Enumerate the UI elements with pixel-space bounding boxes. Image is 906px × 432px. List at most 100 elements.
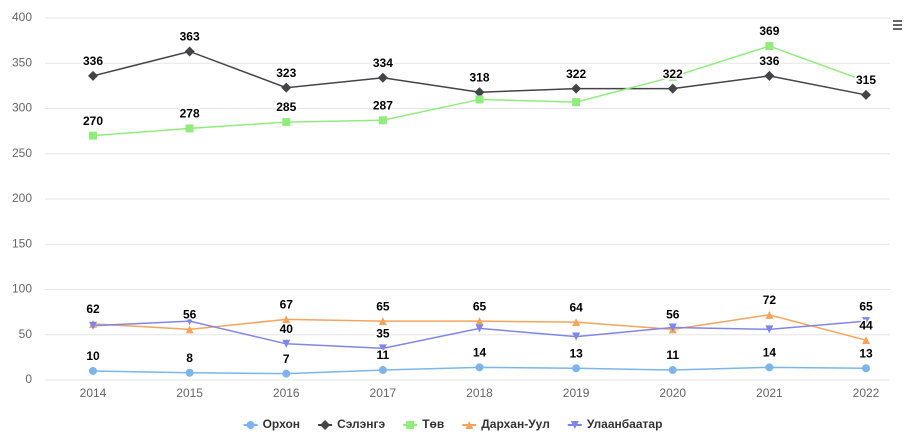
data-label: 11 <box>666 348 679 362</box>
data-label: 8 <box>186 351 193 365</box>
x-tick-label: 2019 <box>563 386 590 400</box>
data-point <box>89 366 97 375</box>
data-label: 13 <box>859 346 873 360</box>
menu-bar <box>893 20 902 22</box>
data-label: 40 <box>280 322 294 336</box>
data-label: 336 <box>759 54 779 68</box>
data-point <box>378 116 387 125</box>
data-label: 334 <box>373 56 393 70</box>
legend-symbol <box>570 421 579 429</box>
x-tick-label: 2022 <box>853 386 880 400</box>
data-label: 369 <box>759 24 779 38</box>
data-point <box>474 87 485 98</box>
legend-item[interactable]: Улаанбаатар <box>567 417 663 431</box>
legend-label: Дархан-Уул <box>481 417 550 431</box>
data-point <box>475 363 484 372</box>
menu-bar <box>893 24 902 26</box>
x-tick-label: 2016 <box>273 386 300 400</box>
data-label: 64 <box>569 300 583 314</box>
y-tick-label: 100 <box>12 282 32 296</box>
y-tick-label: 200 <box>12 191 32 205</box>
legend-label: Төв <box>422 417 444 431</box>
data-label: 65 <box>473 299 487 313</box>
legend-item[interactable]: Сэлэнгэ <box>318 417 386 431</box>
legend-item[interactable]: Төв <box>403 417 444 431</box>
legend: Орхон Сэлэнгэ Төв Дархан-Уул Улаанбаатар <box>243 417 663 431</box>
menu-icon[interactable] <box>893 20 902 30</box>
data-label: 278 <box>180 107 200 121</box>
legend-symbol <box>465 421 474 429</box>
data-point <box>89 131 97 140</box>
data-label: 56 <box>183 307 197 321</box>
data-label: 363 <box>180 30 200 44</box>
data-point <box>185 124 194 133</box>
data-label: 56 <box>666 307 680 321</box>
legend-item[interactable]: Орхон <box>243 417 300 431</box>
data-point <box>282 339 291 348</box>
data-point <box>765 363 774 372</box>
data-point <box>378 366 387 375</box>
data-point <box>571 83 582 94</box>
x-tick-label: 2021 <box>756 386 783 400</box>
data-point <box>377 72 388 83</box>
legend-symbol <box>406 421 415 429</box>
data-point <box>572 332 581 341</box>
legend-label: Улаанбаатар <box>587 417 663 431</box>
data-label: 287 <box>373 98 393 112</box>
data-label: 285 <box>276 100 296 114</box>
data-label: 270 <box>83 114 103 128</box>
data-label: 323 <box>276 66 296 80</box>
data-point <box>668 323 677 332</box>
data-point <box>668 366 677 375</box>
data-label: 322 <box>663 67 683 81</box>
data-label: 72 <box>763 293 777 307</box>
x-tick-label: 2014 <box>80 386 107 400</box>
data-point <box>185 325 194 334</box>
data-label: 10 <box>86 349 100 363</box>
data-point <box>862 317 870 326</box>
data-point <box>282 118 291 127</box>
x-tick-label: 2017 <box>370 386 397 400</box>
data-point <box>572 364 581 373</box>
y-tick-label: 250 <box>12 146 32 160</box>
data-point <box>765 325 774 334</box>
data-point <box>282 315 291 324</box>
data-point <box>765 310 774 319</box>
data-point <box>185 317 194 326</box>
data-label: 65 <box>859 299 873 313</box>
y-tick-label: 0 <box>25 372 32 386</box>
data-point <box>282 369 291 378</box>
data-point <box>89 321 97 330</box>
data-label: 65 <box>376 299 390 313</box>
y-tick-label: 350 <box>12 55 32 69</box>
data-point <box>378 317 387 326</box>
y-tick-label: 300 <box>12 101 32 115</box>
data-point <box>667 83 678 94</box>
data-point <box>572 98 581 107</box>
legend-item[interactable]: Дархан-Уул <box>462 417 550 431</box>
data-point <box>475 324 484 333</box>
data-label: 67 <box>280 298 294 312</box>
data-label: 14 <box>763 346 777 360</box>
data-point <box>862 364 870 373</box>
data-point <box>861 89 871 100</box>
y-tick-label: 400 <box>12 10 32 24</box>
data-point <box>668 72 677 81</box>
y-tick-label: 50 <box>19 327 33 341</box>
x-tick-label: 2020 <box>659 386 686 400</box>
legend-symbol <box>320 420 331 430</box>
data-point <box>475 95 484 104</box>
data-label: 7 <box>283 352 290 366</box>
x-tick-label: 2015 <box>176 386 203 400</box>
data-label: 14 <box>473 346 487 360</box>
legend-label: Сэлэнгэ <box>337 417 385 431</box>
data-point <box>862 77 870 86</box>
data-point <box>378 344 387 353</box>
data-point <box>764 70 775 81</box>
data-label: 35 <box>376 326 390 340</box>
data-label: 13 <box>569 346 583 360</box>
legend-symbol <box>246 421 255 429</box>
data-label: 11 <box>377 348 390 362</box>
data-label: 44 <box>859 318 873 332</box>
